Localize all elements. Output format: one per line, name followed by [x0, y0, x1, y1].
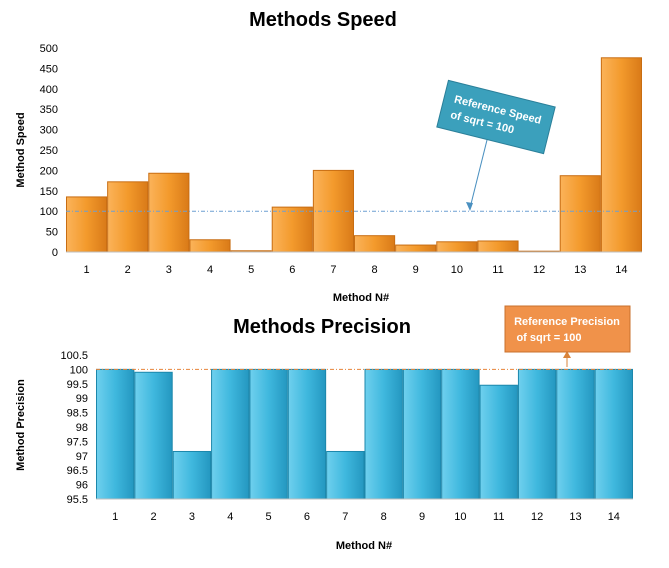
- speed-x-tick-label: 2: [125, 264, 131, 276]
- precision-x-tick-label: 14: [608, 511, 620, 523]
- speed-chart: Methods Speed Method Speed Method N# 050…: [15, 9, 642, 304]
- precision-bar: [364, 368, 403, 500]
- precision-y-tick-label: 100: [70, 364, 88, 376]
- precision-bar: [441, 368, 480, 500]
- speed-x-tick-label: 7: [330, 264, 336, 276]
- speed-bar: [271, 206, 313, 253]
- speed-y-axis-label: Method Speed: [15, 112, 27, 187]
- speed-bar: [148, 172, 190, 253]
- speed-y-tick-label: 200: [40, 165, 58, 177]
- precision-y-tick-label: 98: [76, 422, 88, 434]
- speed-bar: [436, 241, 478, 253]
- precision-x-tick-label: 12: [531, 511, 543, 523]
- speed-callout-pointer: [469, 139, 488, 209]
- speed-y-ticks: 0 50 100 150 200 250 300 350 400 450 500: [40, 43, 58, 259]
- speed-x-tick-label: 9: [413, 264, 419, 276]
- precision-chart-title: Methods Precision: [233, 316, 411, 338]
- precision-bar: [211, 368, 250, 500]
- precision-bars: [96, 368, 634, 500]
- speed-x-tick-label: 5: [248, 264, 254, 276]
- speed-y-tick-label: 350: [40, 104, 58, 116]
- precision-y-tick-label: 96: [76, 480, 88, 492]
- precision-callout-arrowhead: [563, 351, 571, 358]
- precision-chart: Methods Precision Method Precision Metho…: [15, 305, 634, 552]
- precision-callout-line-1: Reference Precision: [514, 316, 620, 328]
- speed-y-tick-label: 50: [46, 227, 58, 239]
- speed-y-tick-label: 450: [40, 63, 58, 75]
- speed-bar: [395, 244, 437, 253]
- precision-x-tick-label: 6: [304, 511, 310, 523]
- speed-x-tick-label: 1: [84, 264, 90, 276]
- precision-bar: [172, 450, 212, 500]
- speed-bar: [189, 239, 231, 253]
- speed-y-tick-label: 300: [40, 125, 58, 137]
- precision-y-tick-label: 99: [76, 393, 88, 405]
- precision-y-axis-label: Method Precision: [15, 379, 27, 471]
- speed-y-tick-label: 250: [40, 145, 58, 157]
- speed-x-axis-label: Method N#: [333, 292, 389, 304]
- precision-y-tick-label: 97: [76, 451, 88, 463]
- precision-y-tick-label: 97.5: [67, 436, 88, 448]
- speed-x-tick-label: 8: [372, 264, 378, 276]
- precision-x-tick-label: 1: [112, 511, 118, 523]
- speed-bar: [66, 196, 108, 253]
- precision-bar: [96, 368, 135, 500]
- precision-y-tick-label: 98.5: [67, 408, 88, 420]
- precision-x-tick-label: 13: [569, 511, 581, 523]
- precision-x-tick-label: 3: [189, 511, 195, 523]
- speed-chart-title: Methods Speed: [249, 9, 397, 31]
- speed-callout-arrowhead: [466, 202, 473, 211]
- speed-y-tick-label: 400: [40, 84, 58, 96]
- precision-bar: [402, 368, 442, 500]
- speed-x-tick-label: 14: [615, 264, 627, 276]
- precision-x-tick-label: 7: [342, 511, 348, 523]
- precision-callout-line-2: of sqrt = 100: [516, 332, 581, 344]
- precision-y-tick-label: 96.5: [67, 465, 88, 477]
- precision-x-ticks: 1 2 3 4 5 6 7 8 9 10 11 12 13 14: [112, 511, 620, 523]
- precision-bar: [594, 368, 634, 500]
- precision-bar: [326, 450, 365, 500]
- precision-x-tick-label: 10: [454, 511, 466, 523]
- speed-reference-callout: Reference Speed of sqrt = 100: [436, 79, 556, 211]
- speed-x-tick-label: 12: [533, 264, 545, 276]
- speed-y-tick-label: 500: [40, 43, 58, 55]
- speed-y-tick-label: 0: [52, 247, 58, 259]
- precision-bar: [479, 384, 518, 500]
- speed-x-tick-label: 4: [207, 264, 213, 276]
- precision-x-tick-label: 4: [227, 511, 233, 523]
- precision-bar: [517, 368, 557, 500]
- speed-x-tick-label: 11: [492, 264, 503, 276]
- precision-x-tick-label: 11: [493, 511, 504, 523]
- speed-x-tick-label: 3: [166, 264, 172, 276]
- speed-bar: [354, 235, 396, 253]
- precision-y-tick-label: 100.5: [60, 350, 88, 362]
- speed-x-ticks: 1 2 3 4 5 6 7 8 9 10 11 12 13 14: [84, 264, 628, 276]
- precision-bar: [556, 368, 595, 500]
- precision-x-tick-label: 8: [381, 511, 387, 523]
- precision-bar: [287, 368, 327, 500]
- precision-x-tick-label: 2: [150, 511, 156, 523]
- speed-x-tick-label: 13: [574, 264, 586, 276]
- speed-bar: [559, 175, 601, 253]
- speed-bar: [107, 181, 149, 253]
- precision-x-tick-label: 9: [419, 511, 425, 523]
- precision-reference-callout: Reference Precision of sqrt = 100: [504, 305, 631, 367]
- speed-bars: [66, 57, 642, 253]
- speed-bar: [600, 57, 642, 253]
- speed-y-tick-label: 100: [40, 206, 58, 218]
- speed-y-tick-label: 150: [40, 186, 58, 198]
- precision-x-axis-label: Method N#: [336, 540, 392, 552]
- precision-y-ticks: 95.5 96 96.5 97 97.5 98 98.5 99 99.5 100 100.5: [60, 350, 88, 506]
- speed-x-tick-label: 6: [289, 264, 295, 276]
- precision-y-tick-label: 95.5: [67, 494, 88, 506]
- precision-bar: [134, 371, 173, 500]
- precision-y-tick-label: 99.5: [67, 379, 88, 391]
- precision-x-tick-label: 5: [266, 511, 272, 523]
- speed-callout-box: [436, 79, 556, 155]
- speed-x-tick-label: 10: [451, 264, 463, 276]
- speed-bar: [477, 240, 519, 253]
- precision-callout-box: [504, 305, 631, 353]
- precision-bar: [249, 368, 288, 500]
